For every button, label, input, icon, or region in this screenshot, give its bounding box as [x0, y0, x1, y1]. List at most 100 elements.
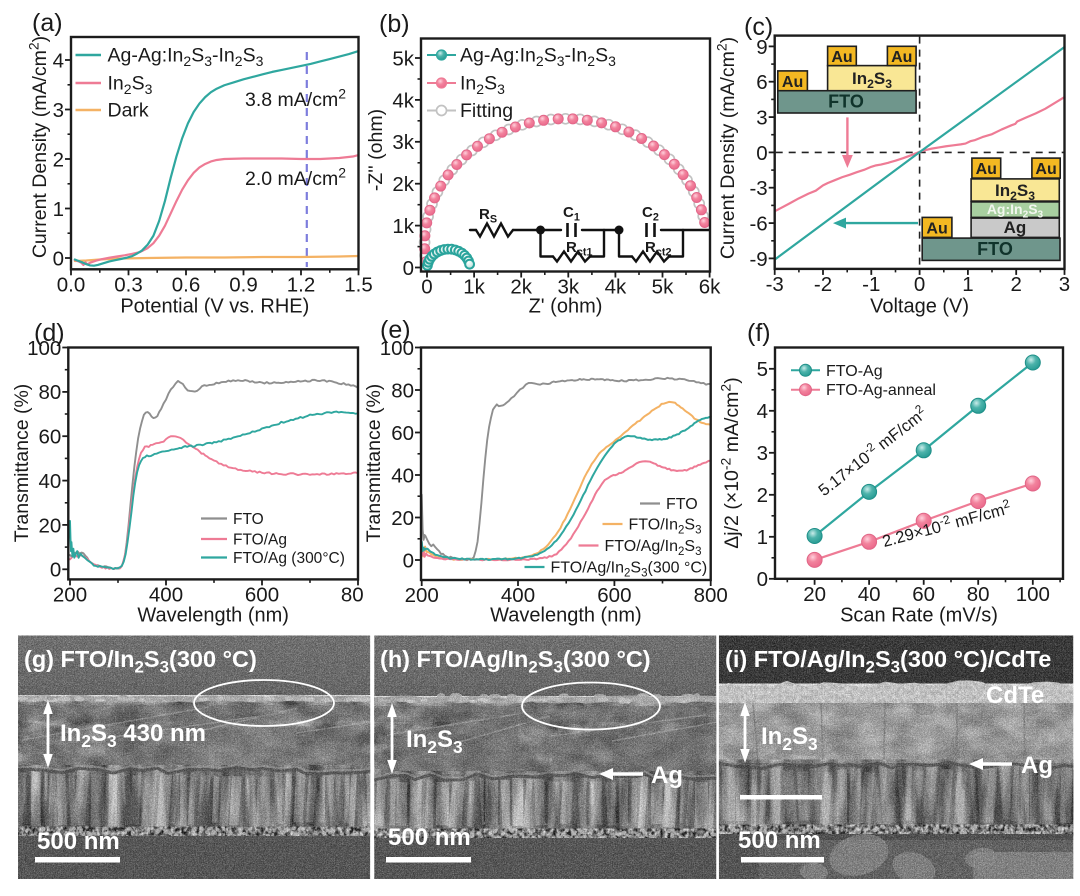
svg-text:4k: 4k: [605, 276, 627, 299]
svg-text:(h) FTO/Ag/In2S3(300 °C): (h) FTO/Ag/In2S3(300 °C): [380, 646, 651, 677]
svg-text:3k: 3k: [557, 276, 579, 299]
svg-text:100: 100: [27, 337, 61, 360]
svg-text:Au: Au: [976, 161, 997, 178]
svg-text:2k: 2k: [392, 173, 414, 196]
svg-text:0.0: 0.0: [57, 273, 86, 296]
svg-text:0: 0: [421, 276, 432, 299]
svg-text:0: 0: [50, 559, 61, 582]
svg-text:Fitting: Fitting: [460, 100, 513, 122]
svg-text:Ag:In2S3: Ag:In2S3: [987, 201, 1044, 220]
svg-text:(i) FTO/Ag/In2S3(300 °C)/CdTe: (i) FTO/Ag/In2S3(300 °C)/CdTe: [725, 646, 1051, 677]
svg-text:Wavelength (nm): Wavelength (nm): [490, 605, 642, 627]
svg-text:-1: -1: [862, 273, 880, 296]
svg-text:9: 9: [756, 36, 767, 59]
svg-text:Voltage (V): Voltage (V): [870, 296, 969, 318]
svg-text:Ag-Ag:In2S3-In2S3: Ag-Ag:In2S3-In2S3: [108, 45, 264, 70]
svg-text:1: 1: [757, 526, 768, 549]
svg-text:(e): (e): [380, 316, 411, 344]
svg-text:200: 200: [405, 584, 439, 607]
svg-text:(d): (d): [34, 319, 65, 347]
svg-text:1.5: 1.5: [344, 273, 373, 296]
svg-text:Potential (V vs. RHE): Potential (V vs. RHE): [120, 296, 309, 318]
svg-text:3: 3: [756, 106, 767, 129]
svg-text:(c): (c): [744, 13, 773, 41]
svg-text:800: 800: [694, 584, 728, 607]
svg-text:Δj/2 (×10-2 mA/cm2): Δj/2 (×10-2 mA/cm2): [718, 377, 743, 548]
svg-text:3.8 mA/cm2: 3.8 mA/cm2: [245, 86, 346, 111]
svg-text:4: 4: [53, 49, 64, 72]
svg-text:Rct1: Rct1: [566, 239, 592, 259]
svg-text:0.9: 0.9: [229, 273, 258, 296]
svg-text:0.3: 0.3: [114, 273, 143, 296]
svg-text:-9: -9: [749, 248, 767, 271]
svg-text:Ag: Ag: [1021, 752, 1053, 779]
svg-text:400: 400: [149, 583, 183, 606]
svg-text:FTO-Ag-anneal: FTO-Ag-anneal: [826, 382, 936, 399]
svg-text:3: 3: [1059, 273, 1070, 296]
svg-text:40: 40: [858, 583, 881, 606]
svg-text:2k: 2k: [510, 276, 532, 299]
svg-text:20: 20: [391, 507, 414, 530]
svg-text:60: 60: [38, 426, 61, 449]
svg-text:3: 3: [53, 99, 64, 122]
svg-text:100: 100: [1016, 583, 1050, 606]
svg-text:5: 5: [757, 358, 768, 381]
svg-text:0: 0: [914, 273, 925, 296]
svg-text:1k: 1k: [463, 276, 485, 299]
svg-text:Wavelength (nm): Wavelength (nm): [137, 605, 289, 627]
svg-text:500 nm: 500 nm: [37, 828, 120, 855]
svg-text:In2S3 430 nm: In2S3 430 nm: [60, 720, 206, 751]
svg-text:2.0 mA/cm2: 2.0 mA/cm2: [245, 165, 346, 190]
svg-text:In2S3: In2S3: [108, 73, 153, 98]
svg-text:2: 2: [757, 484, 768, 507]
svg-text:In2S3: In2S3: [995, 181, 1035, 203]
svg-text:In2S3: In2S3: [852, 69, 892, 91]
svg-text:-Z'' (ohm): -Z'' (ohm): [365, 109, 387, 191]
svg-text:2: 2: [1010, 273, 1021, 296]
svg-text:(f): (f): [747, 319, 771, 347]
svg-text:40: 40: [391, 464, 414, 487]
svg-text:1k: 1k: [392, 215, 414, 238]
svg-text:60: 60: [391, 422, 414, 445]
svg-text:4: 4: [757, 400, 768, 423]
svg-text:-6: -6: [749, 213, 767, 236]
svg-text:6k: 6k: [699, 276, 721, 299]
svg-text:60: 60: [912, 583, 935, 606]
svg-text:2: 2: [53, 148, 64, 171]
svg-text:600: 600: [245, 583, 279, 606]
svg-text:In2S3: In2S3: [460, 73, 505, 98]
svg-text:1: 1: [53, 198, 64, 221]
svg-text:FTO/Ag (300°C): FTO/Ag (300°C): [233, 550, 345, 567]
svg-text:4k: 4k: [392, 89, 414, 112]
svg-text:(b): (b): [379, 10, 410, 38]
svg-text:-3: -3: [766, 273, 784, 296]
svg-text:5k: 5k: [652, 276, 674, 299]
svg-text:20: 20: [38, 514, 61, 537]
svg-text:80: 80: [967, 583, 990, 606]
svg-text:FTO/Ag: FTO/Ag: [233, 532, 287, 549]
svg-text:1.2: 1.2: [287, 273, 316, 296]
svg-text:FTO-Ag: FTO-Ag: [826, 363, 883, 380]
svg-text:Ag: Ag: [1004, 218, 1027, 237]
svg-text:Ag-Ag:In2S3-In2S3: Ag-Ag:In2S3-In2S3: [460, 45, 616, 70]
svg-text:FTO/Ag/In2S3(300 °C): FTO/Ag/In2S3(300 °C): [551, 560, 708, 580]
svg-text:Transmittance (%): Transmittance (%): [363, 384, 385, 543]
svg-text:-3: -3: [749, 177, 767, 200]
svg-text:(a): (a): [32, 9, 63, 37]
svg-text:Transmittance (%): Transmittance (%): [11, 384, 33, 543]
svg-text:400: 400: [501, 584, 535, 607]
svg-text:RS: RS: [479, 206, 497, 226]
svg-text:Au: Au: [782, 74, 803, 91]
svg-text:Ag: Ag: [651, 762, 683, 789]
svg-text:Current Density (mA/cm2): Current Density (mA/cm2): [714, 37, 739, 259]
svg-text:100: 100: [380, 337, 414, 360]
svg-text:0.6: 0.6: [172, 273, 201, 296]
svg-text:Scan Rate (mV/s): Scan Rate (mV/s): [840, 605, 998, 627]
svg-text:500 nm: 500 nm: [738, 827, 821, 854]
svg-text:40: 40: [38, 470, 61, 493]
svg-text:80: 80: [391, 379, 414, 402]
svg-text:0: 0: [53, 247, 64, 270]
svg-text:0: 0: [403, 257, 414, 280]
svg-text:CdTe: CdTe: [986, 682, 1044, 709]
svg-text:Current Density (mA/cm2): Current Density (mA/cm2): [26, 36, 51, 258]
